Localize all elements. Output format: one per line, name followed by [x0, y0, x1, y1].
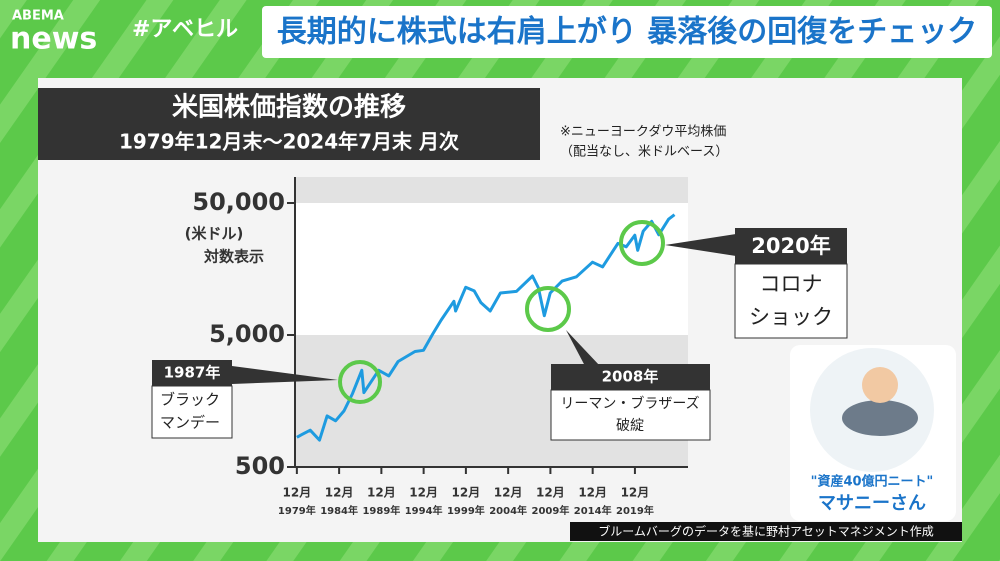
- hashtag: #アベヒル: [132, 17, 238, 42]
- x-tick-label: 1984年: [320, 504, 358, 517]
- x-tick-label: 2019年: [616, 504, 654, 517]
- x-tick-month: 12月: [621, 486, 650, 500]
- y-axis-label: 対数表示: [203, 248, 264, 266]
- callout-box: [734, 263, 848, 339]
- chart-title-box: [38, 88, 540, 160]
- plot: 500 5,000 50,000 12月 1979年 12月 1984年 12月 1989年 12…: [192, 177, 688, 517]
- highlight-circle: [338, 360, 382, 404]
- x-tick-label: 2014年: [574, 504, 612, 517]
- pointer: [566, 330, 600, 366]
- guest-illustration: [842, 400, 918, 436]
- band: [295, 177, 688, 204]
- guest-caption: "資産40億円ニート": [811, 474, 934, 490]
- price-line: [296, 213, 676, 442]
- callout-text: ショック: [749, 305, 833, 329]
- callout-box: [151, 385, 233, 439]
- callout-text: コロナ: [760, 272, 823, 296]
- headline-box: [262, 6, 992, 58]
- callout-label: 2008年: [602, 368, 659, 386]
- highlight-circle: [525, 286, 571, 332]
- callout-box: [550, 389, 711, 441]
- y-axis-label: (米ドル): [185, 225, 244, 243]
- callout-text: ブラック: [160, 391, 220, 409]
- guest-name: マサニーさん: [818, 493, 926, 514]
- callout-label-box: [735, 228, 847, 264]
- note: ※ニューヨークダウ平均株価: [560, 125, 726, 140]
- annotations: 1987年 ブラック マンデー 2008年 リーマン・ブラザーズ 破綻 2020…: [151, 220, 848, 441]
- x-tick-month: 12月: [325, 486, 354, 500]
- credit-box: [570, 522, 962, 541]
- x-tick-label: 2004年: [489, 504, 527, 517]
- x-tick-label: 1994年: [405, 504, 443, 517]
- callout-label: 1987年: [164, 364, 221, 382]
- y-tick-label: 50,000: [192, 188, 285, 216]
- credit: ブルームバーグのデータを基に野村アセットマネジメント作成: [598, 524, 933, 539]
- headline: 長期的に株式は右肩上がり 暴落後の回復をチェック: [277, 15, 977, 50]
- chart-title: 米国株価指数の推移: [172, 93, 406, 123]
- y-tick-label: 5,000: [209, 320, 285, 348]
- x-tick-label: 2009年: [531, 504, 569, 517]
- callout-label: 2020年: [751, 234, 830, 258]
- callout-label-box: [551, 364, 710, 390]
- highlight-circle: [619, 220, 665, 266]
- guest-illustration: [862, 367, 898, 403]
- logo-bottom: news: [10, 22, 97, 57]
- x-tick-label: 1999年: [447, 504, 485, 517]
- y-tick-label: 500: [235, 452, 285, 480]
- callout-text: マンデー: [160, 414, 220, 432]
- x-tick-label: 1979年: [278, 504, 316, 517]
- pointer: [232, 366, 338, 384]
- callout-text: 破綻: [616, 418, 644, 434]
- x-tick-month: 12月: [283, 486, 312, 500]
- x-tick-month: 12月: [409, 486, 438, 500]
- x-tick-month: 12月: [536, 486, 565, 500]
- x-tick-month: 12月: [367, 486, 396, 500]
- x-tick-month: 12月: [452, 486, 481, 500]
- callout-text: リーマン・ブラザーズ: [560, 395, 699, 412]
- x-tick-label: 1989年: [362, 504, 400, 517]
- callout-label-box: [152, 360, 232, 386]
- note: （配当なし、米ドルベース）: [560, 145, 728, 160]
- pointer: [665, 234, 736, 256]
- x-tick-month: 12月: [494, 486, 523, 500]
- logo-top: ABEMA: [12, 9, 64, 24]
- chart-subtitle: 1979年12月末～2024年7月末 月次: [119, 130, 459, 154]
- x-tick-month: 12月: [578, 486, 607, 500]
